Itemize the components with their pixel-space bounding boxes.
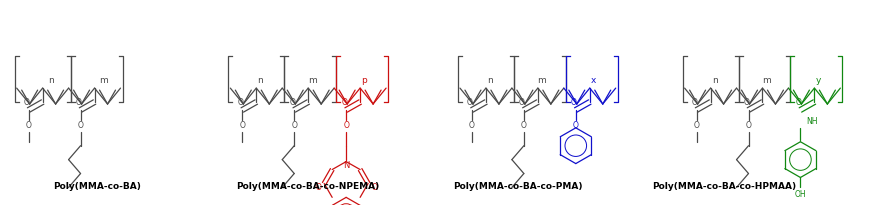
Text: OH: OH <box>794 190 805 199</box>
Text: m: m <box>308 76 317 85</box>
Text: O: O <box>371 183 376 192</box>
Text: O: O <box>77 121 83 130</box>
Text: m: m <box>537 76 545 85</box>
Text: N: N <box>343 161 349 170</box>
Text: n: n <box>48 76 53 85</box>
Text: p: p <box>360 76 367 85</box>
Text: m: m <box>98 76 107 85</box>
Text: n: n <box>487 76 492 85</box>
Text: NH: NH <box>806 117 817 126</box>
Text: y: y <box>815 76 820 85</box>
Text: O: O <box>468 121 474 130</box>
Text: O: O <box>570 97 576 107</box>
Text: O: O <box>75 97 82 107</box>
Text: O: O <box>520 121 526 130</box>
Text: O: O <box>743 97 749 107</box>
Text: O: O <box>467 97 473 107</box>
Text: n: n <box>257 76 263 85</box>
Text: O: O <box>795 97 801 107</box>
Text: O: O <box>691 97 696 107</box>
Text: Poly(MMA-co-BA): Poly(MMA-co-BA) <box>53 182 141 191</box>
Text: O: O <box>693 121 699 130</box>
Text: m: m <box>761 76 770 85</box>
Text: O: O <box>343 121 349 130</box>
Text: O: O <box>289 97 295 107</box>
Text: n: n <box>711 76 717 85</box>
Text: O: O <box>315 183 321 192</box>
Text: x: x <box>590 76 595 85</box>
Text: O: O <box>518 97 524 107</box>
Text: Poly(MMA-co-BA-co-NPEMA): Poly(MMA-co-BA-co-NPEMA) <box>236 182 379 191</box>
Text: O: O <box>572 121 578 130</box>
Text: O: O <box>745 121 751 130</box>
Text: O: O <box>25 121 32 130</box>
Text: O: O <box>24 97 30 107</box>
Text: O: O <box>239 121 245 130</box>
Text: O: O <box>237 97 243 107</box>
Text: Poly(MMA-co-BA-co-HPMAA): Poly(MMA-co-BA-co-HPMAA) <box>651 182 795 191</box>
Text: O: O <box>291 121 296 130</box>
Text: Poly(MMA-co-BA-co-PMA): Poly(MMA-co-BA-co-PMA) <box>453 182 582 191</box>
Text: O: O <box>341 97 346 107</box>
